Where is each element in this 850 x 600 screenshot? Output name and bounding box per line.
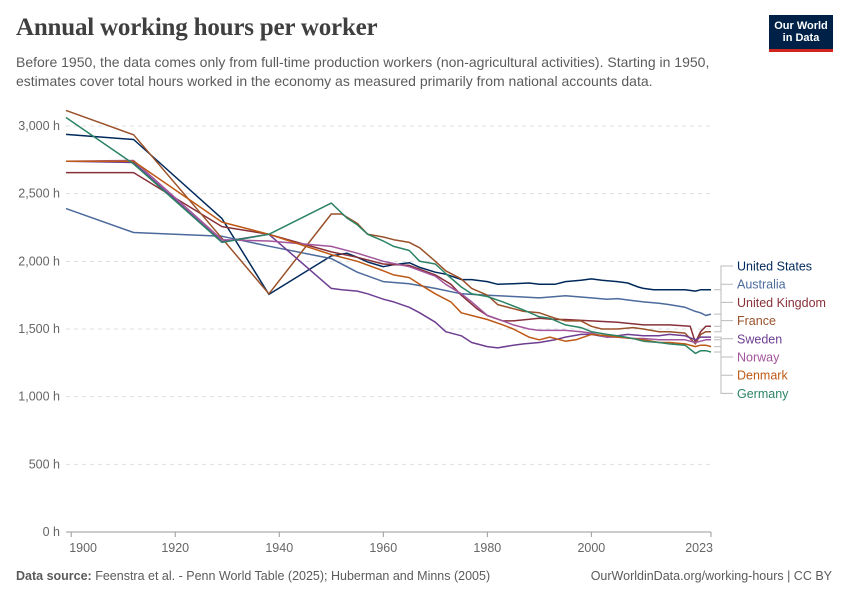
x-tick-label: 1980 <box>473 541 501 555</box>
y-tick-label: 500 h <box>29 457 60 471</box>
legend-item-australia[interactable]: Australia <box>737 278 786 292</box>
gridlines <box>66 125 711 533</box>
owid-page-link[interactable]: OurWorldinData.org/working-hours | CC BY <box>590 569 832 583</box>
y-tick-label: 3,000 h <box>18 119 60 133</box>
series-line-norway[interactable] <box>65 159 711 344</box>
legend-connector <box>714 336 733 340</box>
footer-source: Data source: Feenstra et al. - Penn Worl… <box>16 569 490 583</box>
source-text: Feenstra et al. - Penn World Table (2025… <box>95 569 491 583</box>
series-line-united-kingdom[interactable] <box>66 171 711 344</box>
y-tick-label: 1,000 h <box>18 390 60 404</box>
y-tick-label: 0 h <box>43 525 60 539</box>
x-tick-label: 1900 <box>69 541 97 555</box>
legend-connector <box>714 351 733 394</box>
y-tick-label: 2,000 h <box>18 254 60 268</box>
series-line-australia[interactable] <box>65 207 712 317</box>
x-tick-label: 1940 <box>265 541 293 555</box>
logo-line-1: Our World <box>774 19 828 32</box>
owid-logo[interactable]: Our World in Data <box>769 15 833 52</box>
legend-connector <box>714 346 733 376</box>
series-line-united-states[interactable] <box>65 133 711 296</box>
legend-item-france[interactable]: France <box>737 314 776 328</box>
y-tick-label: 1,500 h <box>18 322 60 336</box>
footer-link[interactable]: OurWorldinData.org/working-hours | CC BY <box>591 569 832 583</box>
x-tick-label: 2000 <box>577 541 605 555</box>
legend-connector <box>714 283 733 315</box>
chart-subtitle: Before 1950, the data comes only from fu… <box>16 54 710 89</box>
legend-connector <box>714 320 733 333</box>
legend-item-sweden[interactable]: Sweden <box>737 332 782 346</box>
legend-item-norway[interactable]: Norway <box>737 351 780 365</box>
legend-connector <box>714 339 733 358</box>
legend-connector <box>714 301 733 327</box>
legend-item-denmark[interactable]: Denmark <box>737 369 788 383</box>
y-tick-label: 2,500 h <box>18 187 60 201</box>
legend-item-united-kingdom[interactable]: United Kingdom <box>737 296 826 310</box>
legend-item-germany[interactable]: Germany <box>737 387 789 401</box>
source-label: Data source: <box>16 569 92 583</box>
series-lines <box>65 109 712 355</box>
legend-item-united-states[interactable]: United States <box>737 260 812 274</box>
chart-title: Annual working hours per worker <box>16 14 378 41</box>
legend: United States Australia United Kingdom Fran… <box>714 260 826 401</box>
logo-line-2: in Data <box>782 32 820 44</box>
x-tick-label: 1920 <box>161 541 189 555</box>
series-line-germany[interactable] <box>65 116 712 355</box>
x-tick-label: 1960 <box>369 541 397 555</box>
x-tick-label: 2023 <box>685 541 713 555</box>
series-line-sweden[interactable] <box>65 160 711 349</box>
legend-connector <box>714 265 733 291</box>
series-line-france[interactable] <box>65 109 711 345</box>
axes: 0 h 500 h 1,000 h 1,500 h 2,000 h 2,500 h 3,00… <box>18 119 713 555</box>
